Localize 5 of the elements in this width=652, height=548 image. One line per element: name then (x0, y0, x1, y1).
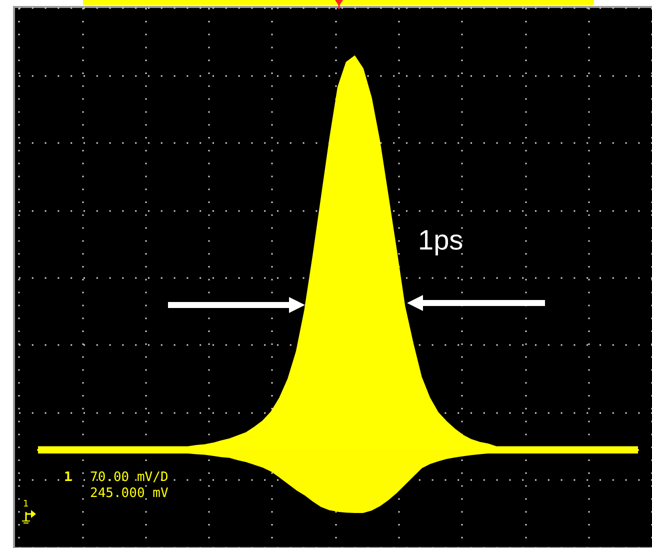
annotation: 245.000 mV (90, 486, 168, 501)
annotation: 1ps (418, 224, 464, 256)
text: 1 (23, 500, 29, 510)
annotation: 1 (64, 470, 72, 485)
annotation: 70.00 mV/D (90, 470, 168, 485)
